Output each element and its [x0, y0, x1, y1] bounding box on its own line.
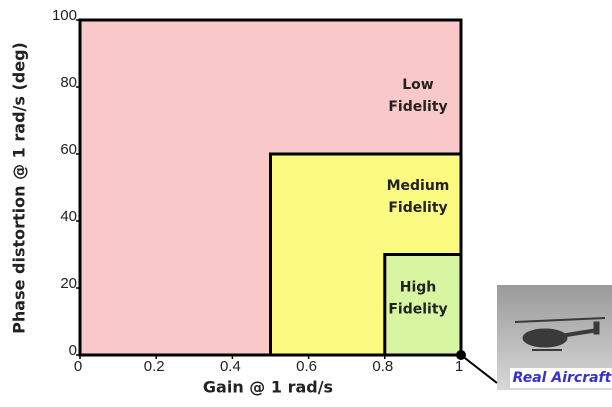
- y-tick-label: 20: [60, 275, 77, 292]
- leader-line: [460, 354, 498, 384]
- region-label: Medium: [387, 178, 450, 194]
- region-label: Fidelity: [388, 99, 447, 115]
- y-tick-label: 60: [60, 141, 77, 158]
- x-tick-label: 0.6: [296, 358, 317, 375]
- y-tick-label: 40: [60, 208, 77, 225]
- caption-background: [510, 368, 612, 388]
- y-tick-label: 0: [69, 342, 77, 359]
- x-tick-label: 0.8: [372, 358, 393, 375]
- x-tick-label: 1: [455, 358, 463, 375]
- helicopter: [514, 317, 606, 351]
- y-axis-label: Phase distortion @ 1 rad/s (deg): [10, 42, 29, 334]
- point-label: Real Aircraft: [513, 370, 612, 386]
- y-tick-label: 100: [52, 7, 77, 24]
- region: [383, 253, 463, 357]
- region-label: Fidelity: [388, 302, 447, 318]
- region-label: Fidelity: [388, 200, 447, 216]
- region-label: Low: [402, 77, 434, 93]
- region-label: High: [400, 280, 437, 296]
- regions: [78, 18, 463, 357]
- x-tick-label: 0: [74, 358, 82, 375]
- aircraft-photo: [497, 285, 612, 390]
- y-tick-label: 80: [60, 74, 77, 91]
- x-tick-label: 0.4: [220, 358, 241, 375]
- x-tick-label: 0.2: [144, 358, 165, 375]
- x-axis-label: Gain @ 1 rad/s: [203, 378, 333, 397]
